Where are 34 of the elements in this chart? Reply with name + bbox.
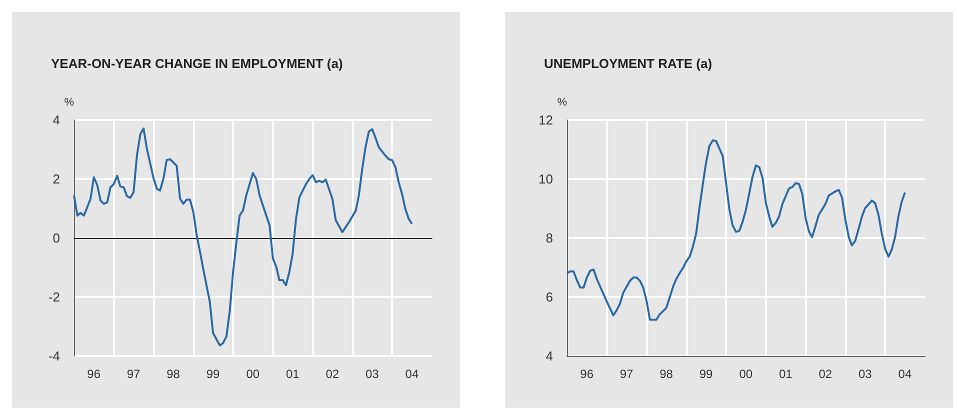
x-tick-label: 97 xyxy=(126,367,141,381)
y-tick-label: 0 xyxy=(52,230,60,246)
x-tick-label: 03 xyxy=(858,367,872,381)
x-tick-label: 96 xyxy=(87,367,101,381)
y-axis-title: % xyxy=(557,96,568,108)
x-tick-label: 96 xyxy=(580,367,594,381)
x-tick-label: 01 xyxy=(778,367,793,381)
x-tick-label: 01 xyxy=(286,367,300,381)
y-tick-label: 4 xyxy=(546,348,553,364)
x-tick-label: 02 xyxy=(818,367,832,381)
x-tick-label: 98 xyxy=(660,367,674,381)
y-tick-label: 2 xyxy=(52,172,60,186)
line-series xyxy=(566,139,906,321)
y-tick-label: 12 xyxy=(538,112,553,128)
chart-title: YEAR-ON-YEAR CHANGE IN EMPLOYMENT (a) xyxy=(51,56,343,71)
line-series xyxy=(73,128,413,346)
x-tick-label: 02 xyxy=(326,367,340,381)
x-tick-label: 98 xyxy=(166,367,180,381)
x-tick-label: 99 xyxy=(699,367,714,381)
y-tick-label: -4 xyxy=(48,348,60,364)
x-tick-label: 03 xyxy=(365,367,380,381)
chart-title: UNEMPLOYMENT RATE (a) xyxy=(544,56,712,71)
y-tick-label: 6 xyxy=(546,290,553,304)
x-tick-label: 00 xyxy=(246,367,260,381)
y-tick-label: 10 xyxy=(538,172,553,186)
x-tick-label: 04 xyxy=(898,367,912,381)
x-tick-label: 99 xyxy=(206,367,220,381)
y-tick-label: -2 xyxy=(48,290,60,304)
x-tick-label: 00 xyxy=(739,367,753,381)
y-tick-label: 4 xyxy=(52,112,60,128)
x-tick-label: 97 xyxy=(620,367,634,381)
x-tick-label: 04 xyxy=(405,367,419,381)
y-tick-label: 8 xyxy=(546,230,553,246)
y-axis-title: % xyxy=(64,96,74,108)
